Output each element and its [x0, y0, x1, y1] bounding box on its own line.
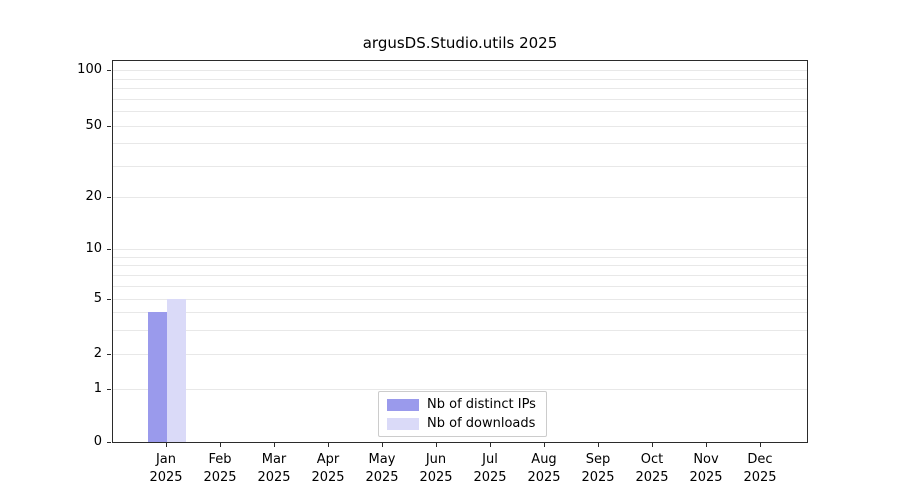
x-axis-tick-label-mar: Mar 2025: [257, 452, 291, 485]
x-axis-tick-label-nov: Nov 2025: [689, 452, 723, 485]
gridline-y-2: [113, 353, 807, 355]
x-axis-tick-mark-nov: [706, 443, 707, 447]
gridline-y-6: [113, 285, 807, 287]
y-axis-tick-mark-5: [107, 299, 111, 301]
gridline-y-40: [113, 143, 807, 145]
x-axis-tick-label-jun: Jun 2025: [419, 452, 453, 485]
x-axis-tick-mark-apr: [328, 443, 329, 447]
y-axis-tick-label-0: 0: [93, 434, 102, 449]
x-axis-tick-mark-jun: [436, 443, 437, 447]
chart-title: argusDS.Studio.utils 2025: [362, 34, 558, 52]
x-axis-tick-label-jul: Jul 2025: [473, 452, 507, 485]
x-axis-tick-mark-dec: [760, 443, 761, 447]
legend-item-distinct-ips: Nb of distinct IPs: [387, 397, 536, 412]
x-axis-tick-label-feb: Feb 2025: [203, 452, 237, 485]
y-axis-tick-mark-10: [107, 248, 111, 250]
gridline-y-90: [113, 78, 807, 80]
legend: Nb of distinct IPs Nb of downloads: [378, 391, 547, 437]
y-axis-tick-mark-100: [107, 70, 111, 72]
bar-nb-of-downloads-jan: [167, 299, 186, 442]
gridline-y-1: [113, 389, 807, 391]
legend-swatch-downloads: [387, 417, 419, 430]
gridline-y-5: [113, 299, 807, 301]
y-axis-tick-label-10: 10: [85, 240, 102, 256]
x-axis-tick-mark-feb: [220, 443, 221, 447]
gridline-y-3: [113, 329, 807, 331]
gridline-y-10: [113, 248, 807, 250]
x-axis-tick-mark-aug: [544, 443, 545, 447]
y-axis-tick-mark-0: [107, 442, 111, 443]
x-axis-tick-label-jan: Jan 2025: [149, 452, 183, 485]
gridline-y-30: [113, 165, 807, 167]
gridline-y-4: [113, 312, 807, 314]
x-axis-tick-mark-sep: [598, 443, 599, 447]
gridline-y-7: [113, 274, 807, 276]
x-axis-tick-label-dec: Dec 2025: [743, 452, 777, 485]
y-axis-tick-label-5: 5: [93, 291, 102, 307]
x-axis-tick-mark-jul: [490, 443, 491, 447]
x-axis-tick-label-aug: Aug 2025: [527, 452, 561, 485]
y-axis-tick-mark-20: [107, 196, 111, 198]
bar-nb-of-distinct-ips-jan: [148, 312, 167, 442]
x-axis-tick-label-oct: Oct 2025: [635, 452, 669, 485]
x-axis-tick-mark-mar: [274, 443, 275, 447]
gridline-y-70: [113, 98, 807, 100]
legend-swatch-distinct-ips: [387, 398, 419, 411]
y-axis-tick-mark-2: [107, 353, 111, 355]
gridline-y-50: [113, 126, 807, 128]
y-axis-tick-label-2: 2: [93, 345, 102, 361]
gridline-y-8: [113, 265, 807, 267]
x-axis-tick-label-sep: Sep 2025: [581, 452, 615, 485]
legend-item-downloads: Nb of downloads: [387, 416, 536, 431]
y-axis-tick-label-1: 1: [93, 381, 102, 397]
y-axis-tick-label-50: 50: [85, 118, 102, 134]
gridline-y-100: [113, 70, 807, 72]
y-axis-tick-label-100: 100: [77, 62, 102, 78]
x-axis-tick-label-may: May 2025: [365, 452, 399, 485]
x-axis-tick-mark-jan: [166, 443, 167, 447]
gridline-y-60: [113, 111, 807, 113]
gridline-y-9: [113, 256, 807, 258]
y-axis-tick-mark-1: [107, 389, 111, 391]
gridline-y-20: [113, 196, 807, 198]
x-axis-tick-label-apr: Apr 2025: [311, 452, 345, 485]
legend-label-downloads: Nb of downloads: [427, 416, 536, 431]
x-axis-tick-mark-oct: [652, 443, 653, 447]
legend-label-distinct-ips: Nb of distinct IPs: [427, 397, 536, 412]
plot-area: [112, 60, 808, 443]
y-axis-tick-mark-50: [107, 126, 111, 128]
gridline-y-80: [113, 88, 807, 90]
x-axis-tick-mark-may: [382, 443, 383, 447]
y-axis-tick-label-20: 20: [85, 188, 102, 204]
